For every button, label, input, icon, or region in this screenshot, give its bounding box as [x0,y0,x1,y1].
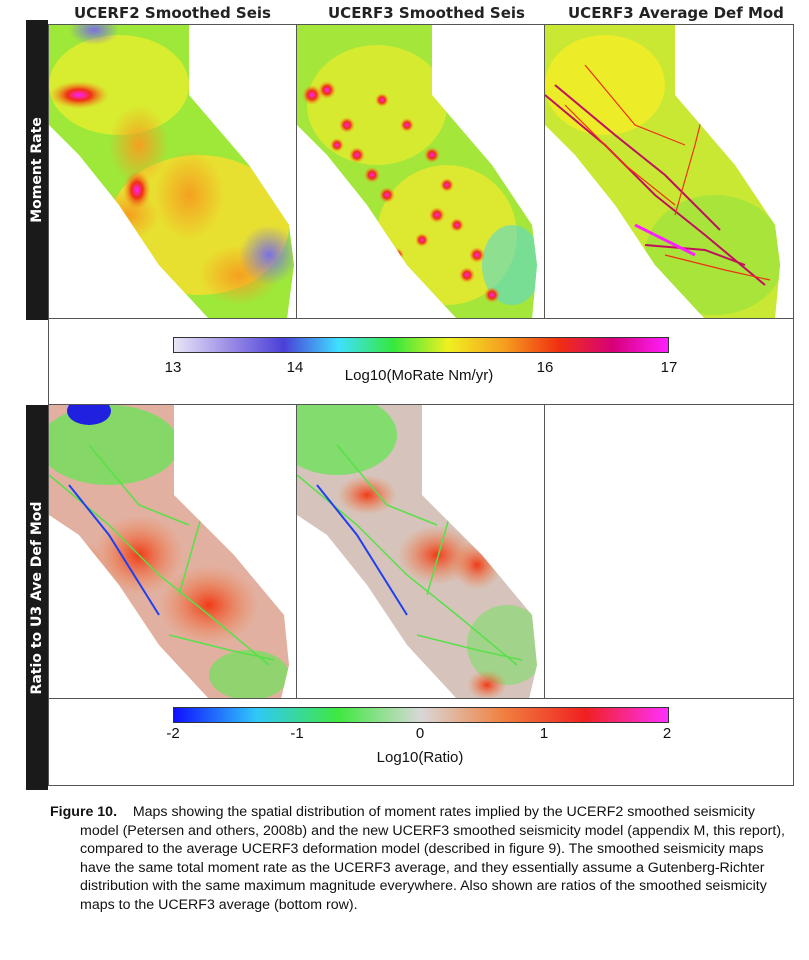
colorbar-bottom-gradient [173,707,669,723]
colorbar-bottom-tick: 0 [415,725,425,742]
colorbar-bottom-tick: -2 [166,725,180,742]
col-title-ucerf3-def: UCERF3 Average Def Mod [568,4,784,22]
colorbar-top-box: 13 14 16 17 Log10(MoRate Nm/yr) [48,318,794,406]
california-map-ucerf3-seis-moment [297,25,537,319]
map-panel-empty [544,404,794,700]
map-panel-ucerf3-seis-moment [296,24,546,320]
colorbar-top-label: Log10(MoRate Nm/yr) [344,367,494,384]
col-title-ucerf2: UCERF2 Smoothed Seis [74,4,271,22]
col-title-ucerf3-seis: UCERF3 Smoothed Seis [328,4,525,22]
row-label-moment-rate: Moment Rate [26,20,48,320]
colorbar-bottom-tick: -1 [290,725,304,742]
row-label-moment-rate-text: Moment Rate [29,117,45,223]
map-panel-ucerf2-moment [48,24,298,320]
row-label-ratio: Ratio to U3 Ave Def Mod [26,405,48,790]
california-map-ucerf2-moment [49,25,294,319]
colorbar-bottom-box: -2 -1 0 1 2 Log10(Ratio) [48,698,794,786]
california-map-ucerf3-seis-ratio [297,405,537,699]
colorbar-bottom-label: Log10(Ratio) [376,749,464,766]
colorbar-top-tick: 17 [660,359,678,376]
map-panel-ucerf3-def-moment [544,24,794,320]
colorbar-bottom-tick: 2 [662,725,672,742]
colorbar-top-gradient [173,337,669,353]
colorbar-top-tick: 16 [536,359,554,376]
caption-text: Maps showing the spatial distribution of… [80,804,785,913]
california-map-ucerf2-ratio [49,405,289,699]
colorbar-bottom-tick: 1 [539,725,549,742]
figure-label: Figure 10. [50,804,118,820]
map-panel-ucerf2-ratio [48,404,298,700]
colorbar-top-tick: 14 [286,359,304,376]
colorbar-top-tick: 13 [164,359,182,376]
row-label-ratio-text: Ratio to U3 Ave Def Mod [29,501,45,694]
california-map-ucerf3-def-moment [545,25,780,319]
map-panel-ucerf3-seis-ratio [296,404,546,700]
figure-caption: Figure 10. Maps showing the spatial dist… [50,803,795,915]
